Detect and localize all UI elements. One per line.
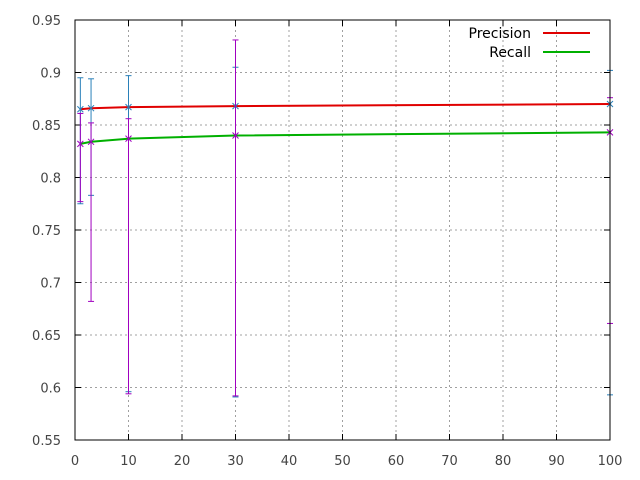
y-tick-label: 0.75 [32,224,61,239]
x-tick-label: 80 [495,454,512,469]
data-point [76,105,84,113]
data-point [232,132,239,139]
series-line [80,131,611,145]
x-axis-ticks: 0 10 20 30 40 50 60 70 80 90 100 [71,20,623,469]
y-tick-label: 0.85 [32,119,61,134]
y-tick-label: 0.9 [40,67,61,82]
data-point [125,103,132,111]
x-tick-label: 30 [227,454,244,469]
grid-layer [75,20,610,440]
y-axis-ticks: 0.55 0.6 0.65 0.7 0.75 0.8 0.85 0.9 0.95 [32,14,610,449]
y-tick-label: 0.8 [40,172,61,187]
x-tick-label: 60 [388,454,405,469]
legend-label: Recall [489,45,531,61]
y-tick-label: 0.95 [32,14,61,29]
x-tick-label: 10 [120,454,137,469]
x-tick-label: 70 [441,454,458,469]
y-tick-label: 0.55 [32,434,61,449]
data-point [76,140,84,148]
y-tick-label: 0.6 [40,382,61,397]
legend-label: Precision [469,26,531,42]
x-tick-label: 40 [281,454,298,469]
y-tick-label: 0.7 [40,277,61,292]
y-tick-label: 0.65 [32,329,61,344]
data-point [87,104,95,112]
series-line [80,103,611,111]
x-tick-label: 20 [174,454,191,469]
x-tick-label: 50 [334,454,351,469]
legend: Precision Recall [469,26,590,61]
x-tick-label: 90 [548,454,565,469]
plot-frame [74,19,611,441]
series-precision [76,66,614,398]
data-point [87,138,95,146]
data-point [125,135,132,143]
x-tick-label: 0 [71,454,79,469]
series-layer [76,39,614,398]
series-recall [76,39,614,397]
x-tick-label: 100 [598,454,623,469]
